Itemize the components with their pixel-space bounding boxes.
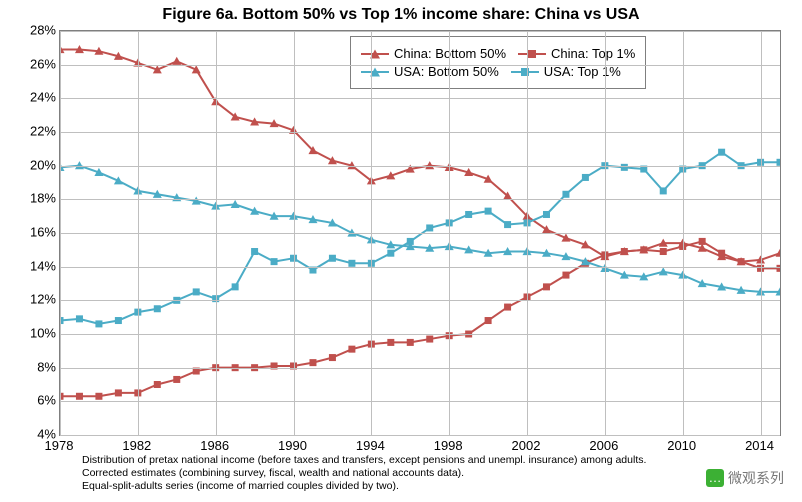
x-tick-label: 1998 bbox=[434, 438, 463, 453]
caption: Distribution of pretax national income (… bbox=[82, 454, 646, 493]
series-line-china_t1 bbox=[60, 241, 780, 396]
x-tick-label: 1978 bbox=[45, 438, 74, 453]
y-tick-label: 8% bbox=[6, 359, 56, 374]
series-line-usa_t1 bbox=[60, 152, 780, 324]
y-tick-label: 26% bbox=[6, 56, 56, 71]
watermark: … 微观系列 bbox=[706, 468, 784, 488]
y-tick-label: 20% bbox=[6, 157, 56, 172]
y-tick-label: 22% bbox=[6, 124, 56, 139]
legend-item-china_t1: China: Top 1% bbox=[518, 46, 635, 61]
x-tick-label: 1986 bbox=[200, 438, 229, 453]
legend-item-usa_b50: USA: Bottom 50% bbox=[361, 64, 499, 79]
legend-label: USA: Bottom 50% bbox=[394, 64, 499, 79]
figure-container: Figure 6a. Bottom 50% vs Top 1% income s… bbox=[0, 0, 802, 502]
legend-item-china_b50: China: Bottom 50% bbox=[361, 46, 506, 61]
x-tick-label: 2010 bbox=[667, 438, 696, 453]
caption-line: Distribution of pretax national income (… bbox=[82, 454, 646, 467]
y-tick-label: 18% bbox=[6, 191, 56, 206]
series-line-usa_b50 bbox=[60, 166, 780, 292]
y-tick-label: 28% bbox=[6, 23, 56, 38]
x-tick-label: 2014 bbox=[745, 438, 774, 453]
x-tick-label: 2002 bbox=[512, 438, 541, 453]
watermark-text: 微观系列 bbox=[728, 468, 784, 488]
legend-label: USA: Top 1% bbox=[544, 64, 621, 79]
caption-line: Equal-split-adults series (income of mar… bbox=[82, 480, 646, 493]
y-tick-label: 24% bbox=[6, 90, 56, 105]
legend-swatch bbox=[511, 71, 539, 73]
x-tick-label: 1994 bbox=[356, 438, 385, 453]
y-tick-label: 6% bbox=[6, 393, 56, 408]
y-tick-label: 16% bbox=[6, 225, 56, 240]
legend-swatch bbox=[518, 53, 546, 55]
x-tick-label: 2006 bbox=[589, 438, 618, 453]
legend-label: China: Top 1% bbox=[551, 46, 635, 61]
y-tick-label: 12% bbox=[6, 292, 56, 307]
wechat-icon: … bbox=[706, 469, 724, 487]
caption-line: Corrected estimates (combining survey, f… bbox=[82, 467, 646, 480]
x-tick-label: 1990 bbox=[278, 438, 307, 453]
legend-swatch bbox=[361, 53, 389, 55]
y-tick-label: 10% bbox=[6, 326, 56, 341]
chart-title: Figure 6a. Bottom 50% vs Top 1% income s… bbox=[0, 6, 802, 24]
plot-area: China: Bottom 50% China: Top 1% USA: Botto… bbox=[59, 30, 781, 436]
legend-swatch bbox=[361, 71, 389, 73]
y-tick-label: 14% bbox=[6, 258, 56, 273]
x-tick-label: 1982 bbox=[122, 438, 151, 453]
legend: China: Bottom 50% China: Top 1% USA: Botto… bbox=[350, 36, 646, 89]
